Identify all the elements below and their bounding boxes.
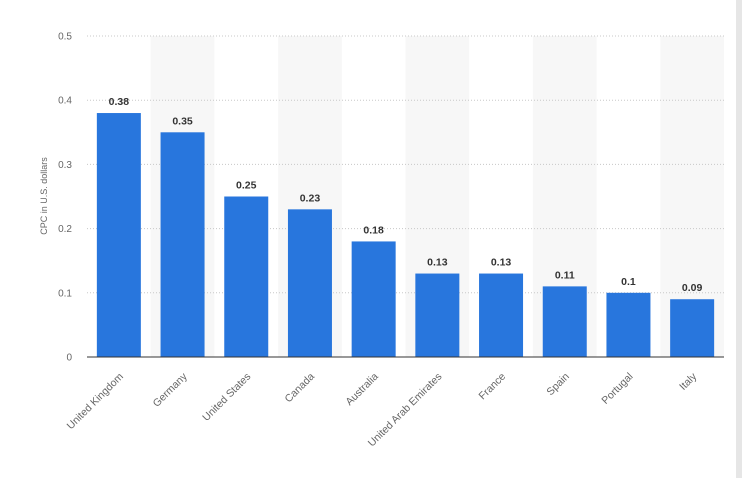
bar-value-label: 0.09 — [682, 282, 703, 294]
bar-value-label: 0.11 — [555, 269, 575, 281]
x-category-label: Germany — [151, 370, 191, 410]
bar-value-label: 0.35 — [172, 115, 193, 127]
x-category-label: Portugal — [599, 371, 635, 407]
bar-value-label: 0.25 — [236, 180, 257, 192]
bar-value-label: 0.13 — [427, 257, 448, 269]
bar-value-label: 0.23 — [300, 192, 321, 204]
gridlines — [87, 35, 724, 294]
bar[interactable] — [96, 113, 141, 357]
bar[interactable] — [224, 196, 269, 358]
x-category-label: Italy — [677, 370, 700, 393]
y-tick-label: 0.2 — [58, 224, 72, 235]
x-category-label: United States — [200, 371, 253, 424]
bar[interactable] — [351, 241, 396, 357]
y-axis-ticks: 0 0.1 0.2 0.3 0.4 0.5 — [58, 32, 72, 364]
bar[interactable] — [415, 273, 460, 357]
x-category-label: United Kingdom — [65, 370, 126, 431]
x-category-label: Australia — [343, 371, 380, 408]
bar[interactable] — [479, 273, 524, 357]
bars — [96, 113, 715, 358]
bar[interactable] — [670, 299, 715, 357]
x-axis-labels: United Kingdom Germany United States Canada… — [65, 370, 700, 449]
x-category-label: Canada — [283, 371, 318, 406]
x-category-label: France — [477, 371, 509, 403]
y-axis-title: CPC in U.S. dollars — [39, 157, 49, 235]
bar-value-label: 0.18 — [363, 224, 384, 236]
y-tick-label: 0.5 — [58, 32, 72, 43]
x-category-label: United Arab Emirates — [366, 371, 445, 450]
x-category-label: Spain — [544, 371, 572, 399]
bar[interactable] — [160, 132, 205, 357]
bar-value-label: 0.13 — [491, 257, 512, 269]
bar[interactable] — [287, 209, 332, 357]
y-tick-label: 0 — [66, 353, 72, 364]
y-tick-label: 0.4 — [58, 96, 72, 107]
bar-value-label: 0.1 — [621, 276, 636, 288]
y-tick-label: 0.1 — [58, 288, 72, 299]
bar-value-label: 0.38 — [109, 96, 130, 108]
bar[interactable] — [606, 292, 651, 357]
value-labels: 0.38 0.35 0.25 0.23 0.18 0.13 0.13 0.11 0.1 0.09 — [109, 96, 703, 294]
bar[interactable] — [542, 286, 587, 357]
y-tick-label: 0.3 — [58, 160, 72, 171]
right-edge-divider — [736, 0, 742, 478]
